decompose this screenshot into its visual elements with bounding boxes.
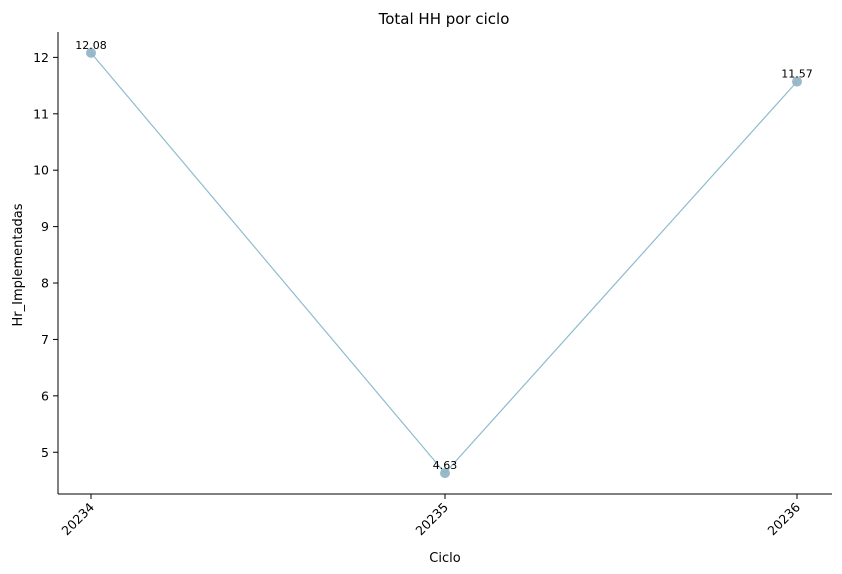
y-tick-label: 11 xyxy=(33,106,49,121)
x-ticks: 20234 20235 20236 xyxy=(58,494,803,538)
data-label: 4.63 xyxy=(433,459,458,472)
y-tick-label: 6 xyxy=(41,388,49,403)
y-tick-label: 7 xyxy=(41,332,49,347)
x-tick-label: 20234 xyxy=(58,499,97,538)
y-tick-label: 5 xyxy=(41,445,49,460)
x-tick-label: 20236 xyxy=(764,499,803,538)
series xyxy=(86,47,802,479)
x-tick-label: 20235 xyxy=(412,500,451,539)
y-axis-label: Hr_Implementadas xyxy=(11,203,26,326)
data-labels: 12.08 4.63 11.57 xyxy=(75,39,813,472)
y-tick-label: 9 xyxy=(41,219,49,234)
data-point xyxy=(440,468,450,479)
axes xyxy=(57,32,832,495)
x-axis-label: Ciclo xyxy=(429,551,460,566)
data-label: 11.57 xyxy=(781,68,813,81)
y-tick-label: 8 xyxy=(41,276,49,291)
y-tick-label: 12 xyxy=(33,50,49,65)
data-point xyxy=(792,76,802,87)
y-ticks: 5 6 7 8 9 10 11 12 xyxy=(33,50,58,460)
chart-title: Total HH por ciclo xyxy=(378,10,510,28)
data-label: 12.08 xyxy=(75,39,107,52)
data-point xyxy=(86,47,96,58)
y-tick-label: 10 xyxy=(33,163,49,178)
series-line xyxy=(90,52,798,475)
